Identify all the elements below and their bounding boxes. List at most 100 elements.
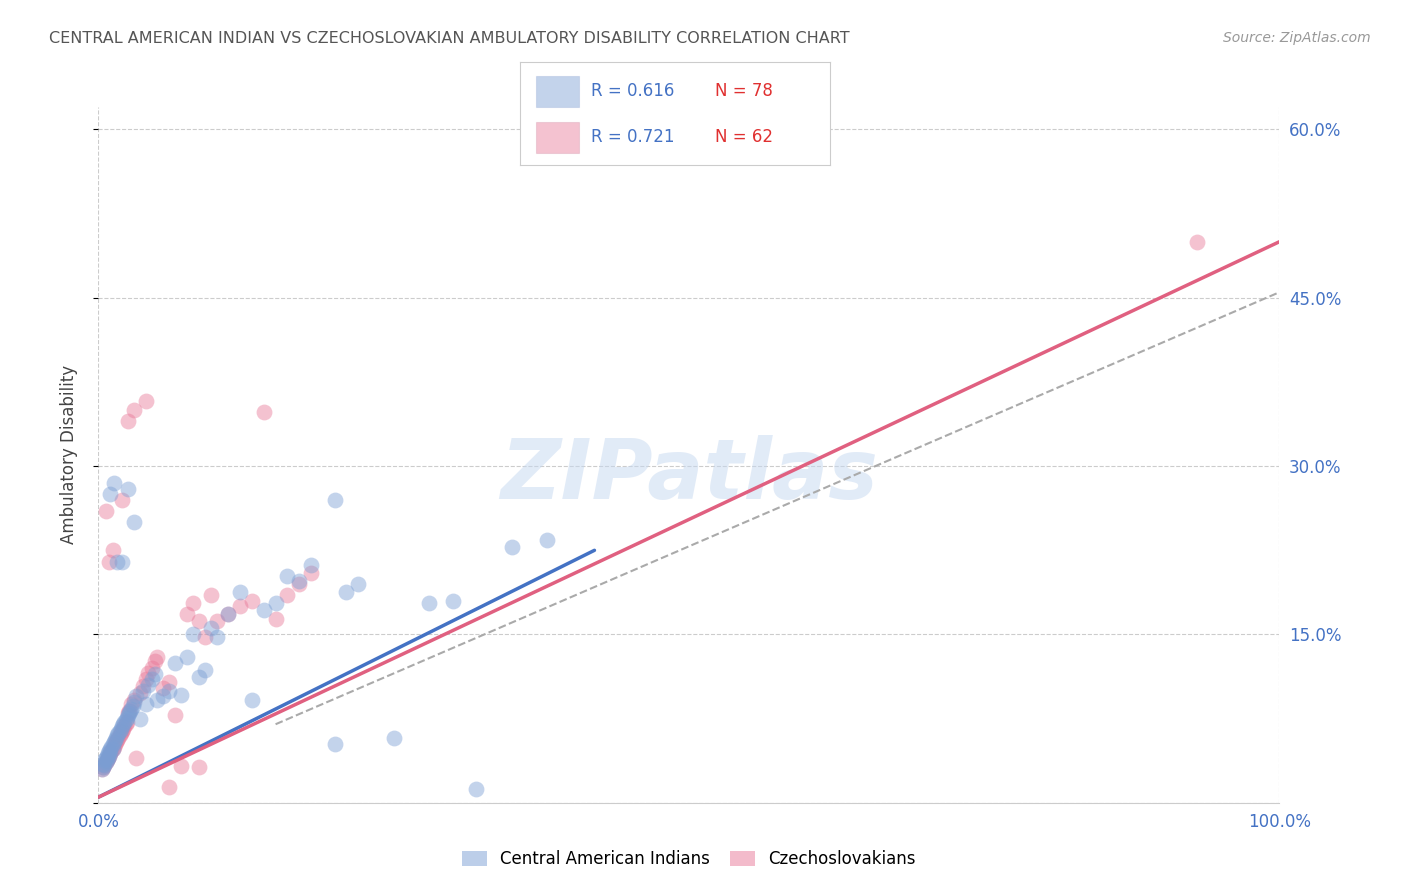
Point — [96, 753, 118, 767]
Point — [104, 738, 127, 752]
Point — [98, 555, 121, 569]
Point — [170, 758, 193, 772]
Point — [91, 762, 114, 776]
Point — [103, 475, 125, 490]
Point — [101, 738, 124, 752]
Point — [94, 756, 117, 770]
Point — [135, 673, 157, 687]
Point — [217, 607, 239, 622]
Point — [108, 723, 131, 738]
Point — [135, 697, 157, 711]
Point — [146, 692, 169, 706]
Point — [122, 692, 145, 706]
Text: N = 62: N = 62 — [716, 128, 773, 146]
Point — [98, 748, 121, 763]
Point — [114, 717, 136, 731]
Point — [98, 747, 121, 761]
Point — [125, 689, 148, 703]
Text: R = 0.721: R = 0.721 — [592, 128, 675, 146]
Point — [94, 756, 117, 770]
Point — [136, 665, 159, 680]
Point — [93, 757, 115, 772]
Point — [104, 733, 127, 747]
Point — [347, 577, 370, 591]
Point — [194, 630, 217, 644]
Point — [108, 729, 131, 743]
Point — [323, 738, 346, 752]
Point — [105, 735, 128, 749]
Y-axis label: Ambulatory Disability: Ambulatory Disability — [59, 366, 77, 544]
Point — [105, 555, 128, 569]
Point — [112, 714, 135, 729]
Point — [97, 747, 120, 761]
Point — [100, 744, 122, 758]
Point — [135, 394, 157, 409]
Text: Source: ZipAtlas.com: Source: ZipAtlas.com — [1223, 31, 1371, 45]
Point — [117, 414, 139, 428]
Point — [288, 577, 311, 591]
Point — [110, 726, 132, 740]
Point — [115, 710, 138, 724]
Point — [91, 760, 114, 774]
Point — [187, 614, 209, 628]
Point — [536, 533, 558, 548]
Point — [157, 674, 180, 689]
Point — [128, 686, 150, 700]
Point — [299, 558, 322, 572]
Point — [288, 574, 311, 588]
Point — [128, 712, 150, 726]
Point — [101, 543, 124, 558]
Point — [91, 760, 114, 774]
Point — [141, 673, 163, 687]
Point — [229, 584, 252, 599]
Point — [187, 760, 209, 774]
Point — [165, 656, 187, 670]
Point — [465, 782, 488, 797]
Point — [98, 748, 121, 763]
Point — [111, 492, 134, 507]
Legend: Central American Indians, Czechoslovakians: Central American Indians, Czechoslovakia… — [456, 843, 922, 874]
Text: R = 0.616: R = 0.616 — [592, 82, 675, 100]
Point — [382, 731, 405, 745]
Point — [103, 735, 125, 749]
Point — [152, 681, 174, 696]
Point — [240, 692, 263, 706]
Point — [264, 596, 287, 610]
Point — [157, 780, 180, 794]
Point — [441, 594, 464, 608]
Point — [100, 739, 122, 754]
Point — [299, 566, 322, 580]
Point — [115, 714, 138, 729]
Point — [111, 723, 134, 738]
Point — [101, 742, 124, 756]
FancyBboxPatch shape — [536, 122, 579, 153]
Point — [111, 555, 134, 569]
Point — [97, 751, 120, 765]
Point — [105, 729, 128, 743]
Point — [121, 697, 143, 711]
Point — [118, 704, 141, 718]
Point — [93, 757, 115, 772]
Point — [98, 744, 121, 758]
Point — [323, 492, 346, 507]
Point — [335, 584, 357, 599]
Point — [217, 607, 239, 622]
Point — [117, 706, 139, 720]
Point — [143, 666, 166, 681]
Point — [120, 704, 142, 718]
Point — [114, 713, 136, 727]
Point — [112, 722, 135, 736]
Point — [152, 689, 174, 703]
Point — [110, 722, 132, 736]
Point — [97, 751, 120, 765]
Point — [96, 748, 118, 763]
Point — [1185, 235, 1208, 249]
Point — [181, 596, 204, 610]
Point — [229, 599, 252, 614]
Point — [98, 742, 121, 756]
Point — [418, 596, 440, 610]
Point — [125, 751, 148, 765]
Point — [122, 403, 145, 417]
Point — [103, 739, 125, 754]
Point — [200, 588, 222, 602]
